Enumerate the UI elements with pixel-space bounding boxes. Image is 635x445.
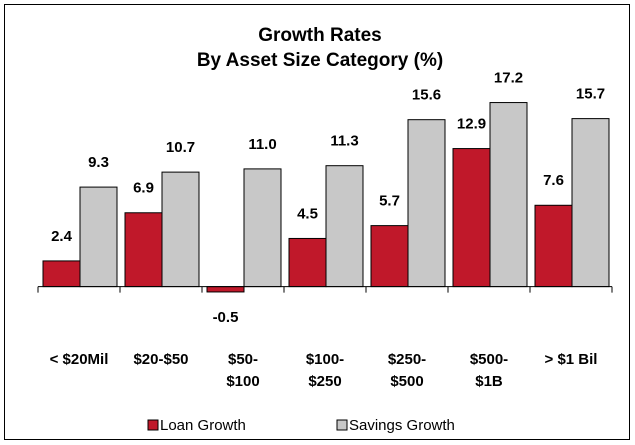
x-tick-label-line: > $1 Bil (545, 351, 598, 368)
x-tick-label: $500- $1B (470, 351, 508, 390)
bar (288, 237, 327, 288)
bar (407, 119, 446, 288)
legend-label: Savings Growth (349, 417, 455, 434)
bar (243, 168, 282, 288)
x-tick-label-line: < $20Mil (50, 351, 109, 368)
data-label: 10.7 (166, 139, 195, 156)
x-tick-label: $250- $500 (388, 351, 426, 390)
data-label: 2.4 (51, 228, 73, 245)
chart-subtitle: By Asset Size Category (%) (197, 50, 443, 71)
x-tick-label-line: $100- (306, 351, 344, 368)
x-tick-label-line: $250- (388, 351, 426, 368)
data-label: 6.9 (133, 180, 154, 197)
x-tick-label-line: $1B (475, 373, 503, 390)
legend-swatch (336, 419, 348, 431)
bar (124, 212, 163, 288)
data-label: 12.9 (457, 116, 486, 133)
x-tick-label-line: $500 (390, 373, 423, 390)
chart-title: Growth Rates (258, 25, 382, 46)
data-label: 5.7 (379, 193, 400, 210)
bar (571, 118, 610, 288)
x-tick-label: $50- $100 (226, 351, 259, 390)
x-tick-label-line: $250 (308, 373, 341, 390)
x-tick-label-line: $20-$50 (133, 351, 188, 368)
bar (534, 204, 573, 288)
bar (42, 260, 81, 288)
data-label: 4.5 (297, 205, 318, 222)
x-tick-label-line: $100 (226, 373, 259, 390)
bar (452, 148, 491, 288)
x-tick-label: $20-$50 (133, 351, 188, 368)
data-label: 15.7 (576, 86, 605, 103)
bar (79, 186, 118, 288)
x-tick-label: > $1 Bil (545, 351, 598, 368)
data-label: 9.3 (88, 154, 109, 171)
x-tick-label: $100- $250 (306, 351, 344, 390)
data-label: 15.6 (412, 87, 441, 104)
x-tick-label-line: $50- (228, 351, 258, 368)
data-label: -0.5 (213, 309, 239, 326)
data-label: 7.6 (543, 172, 564, 189)
bar (206, 286, 245, 293)
data-label: 11.3 (330, 133, 358, 150)
legend-swatch (147, 419, 159, 431)
bar (370, 225, 409, 288)
data-label: 11.0 (248, 136, 276, 153)
x-tick-label: < $20Mil (50, 351, 109, 368)
data-label: 17.2 (494, 70, 523, 87)
bar (325, 165, 364, 288)
bar (489, 102, 528, 288)
x-tick-label-line: $500- (470, 351, 508, 368)
legend-label: Loan Growth (160, 417, 246, 434)
bar (161, 171, 200, 288)
